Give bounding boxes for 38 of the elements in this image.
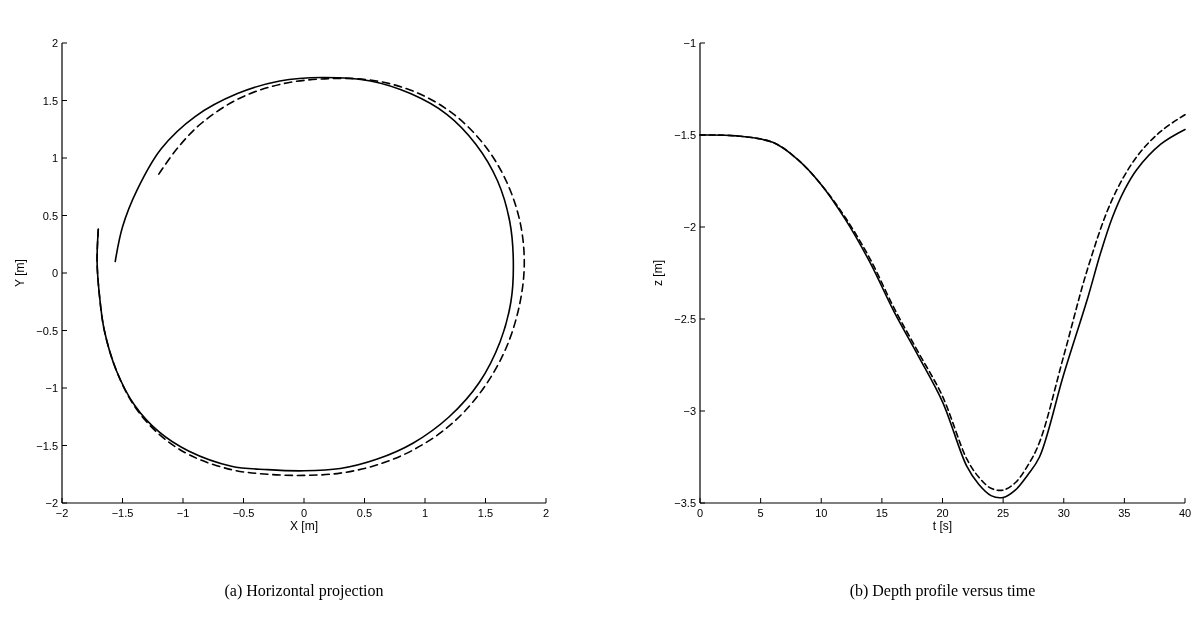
x-tick-label: −1 — [176, 507, 190, 519]
y-tick-label: 0.5 — [42, 209, 58, 222]
x-tick-label: 2 — [542, 507, 550, 519]
y-tick-label: 1.5 — [42, 94, 58, 107]
y-tick-label: −2 — [683, 221, 696, 233]
y-tick-label: −2.5 — [674, 313, 696, 325]
y-tick-label: −1.5 — [36, 439, 58, 452]
text: (a) Horizontal projection — [224, 582, 384, 600]
x-tick-label: 25 — [997, 507, 1010, 519]
x-axis-title: X [m] — [289, 519, 319, 533]
x-tick-label: 40 — [1178, 507, 1192, 519]
x-tick-label: −0.5 — [232, 507, 255, 519]
x-tick-label: 1.5 — [477, 507, 494, 519]
x-tick-label: 30 — [1057, 507, 1070, 519]
x-tick-label: 20 — [936, 507, 949, 519]
y-tick-label: −0.5 — [36, 324, 58, 337]
y-tick-label: −1.5 — [674, 129, 696, 141]
y-tick-label: −1 — [683, 37, 696, 49]
y-tick-label: −3.5 — [674, 497, 696, 509]
y-axis-title: z [m] — [651, 260, 665, 286]
x-axis-title: t [s] — [932, 519, 953, 533]
y-tick-label: 2 — [51, 37, 58, 49]
y-tick-label: 0 — [51, 267, 58, 279]
y-tick-label: 1 — [51, 152, 58, 164]
x-tick-label: 10 — [815, 507, 828, 519]
x-tick-label: 1 — [421, 507, 429, 519]
x-tick-label: 0 — [300, 507, 308, 519]
x-tick-label: 0 — [696, 507, 704, 519]
y-axis-title: Y [m] — [13, 259, 27, 287]
y-tick-label: −3 — [683, 405, 696, 417]
text: (b) Depth profile versus time — [849, 582, 1036, 600]
x-tick-label: −1.5 — [111, 507, 134, 519]
y-tick-label: −2 — [45, 497, 58, 509]
y-tick-label: −1 — [45, 382, 58, 394]
x-tick-label: 5 — [757, 507, 764, 519]
x-tick-label: 15 — [875, 507, 888, 519]
x-tick-label: 0.5 — [356, 507, 373, 519]
x-tick-label: 35 — [1118, 507, 1131, 519]
